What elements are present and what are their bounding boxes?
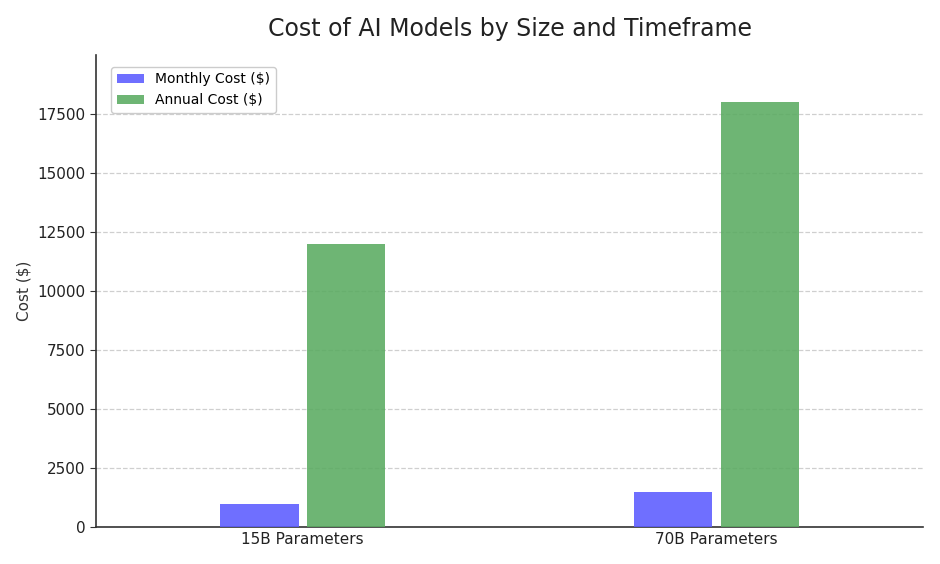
Legend: Monthly Cost ($), Annual Cost ($): Monthly Cost ($), Annual Cost ($) [111,67,276,113]
Bar [306,244,385,527]
Y-axis label: Cost ($): Cost ($) [17,261,32,321]
Bar [220,504,299,527]
Title: Cost of AI Models by Size and Timeframe: Cost of AI Models by Size and Timeframe [268,17,752,41]
Bar [634,492,713,527]
Bar [721,102,799,527]
